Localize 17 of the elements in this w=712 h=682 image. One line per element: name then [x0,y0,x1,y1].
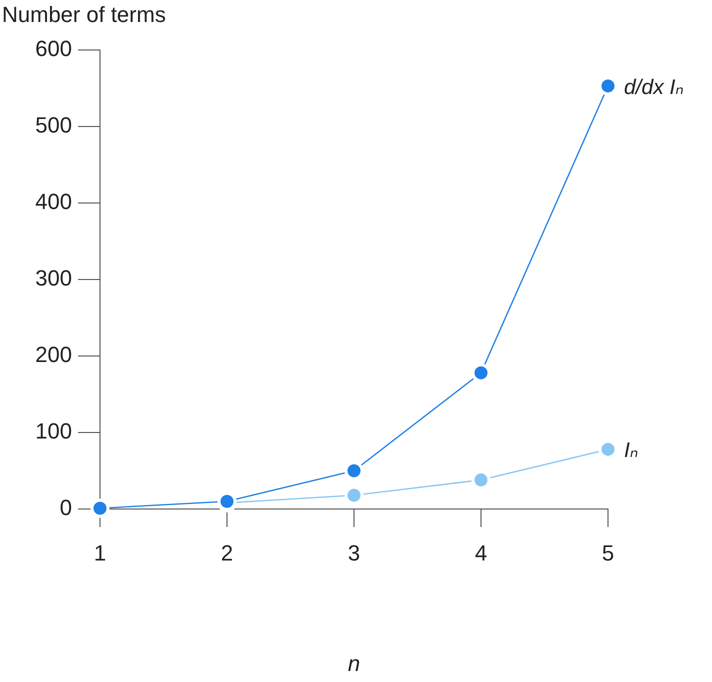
x-axis-title: n [348,650,360,676]
y-axis-title: Number of terms [2,2,166,28]
x-tick-label: 5 [602,540,614,566]
y-tick-label: 500 [35,112,72,138]
x-tick-label: 4 [474,540,488,566]
y-tick-label: 0 [60,495,72,520]
x-tick-label: 2 [220,540,234,566]
y-tick-label: 300 [35,266,72,291]
series-label: d/dx Iₙ [624,76,684,99]
x-tick-label: 1 [94,540,106,566]
y-tick-label: 400 [35,189,72,214]
series-label: Iₙ [624,439,638,462]
point [90,498,110,518]
y-tick-label: 600 [35,36,72,62]
y-tick-label: 200 [35,342,72,368]
x-tick-label: 3 [348,540,360,566]
y-tick-label: 100 [35,418,72,444]
